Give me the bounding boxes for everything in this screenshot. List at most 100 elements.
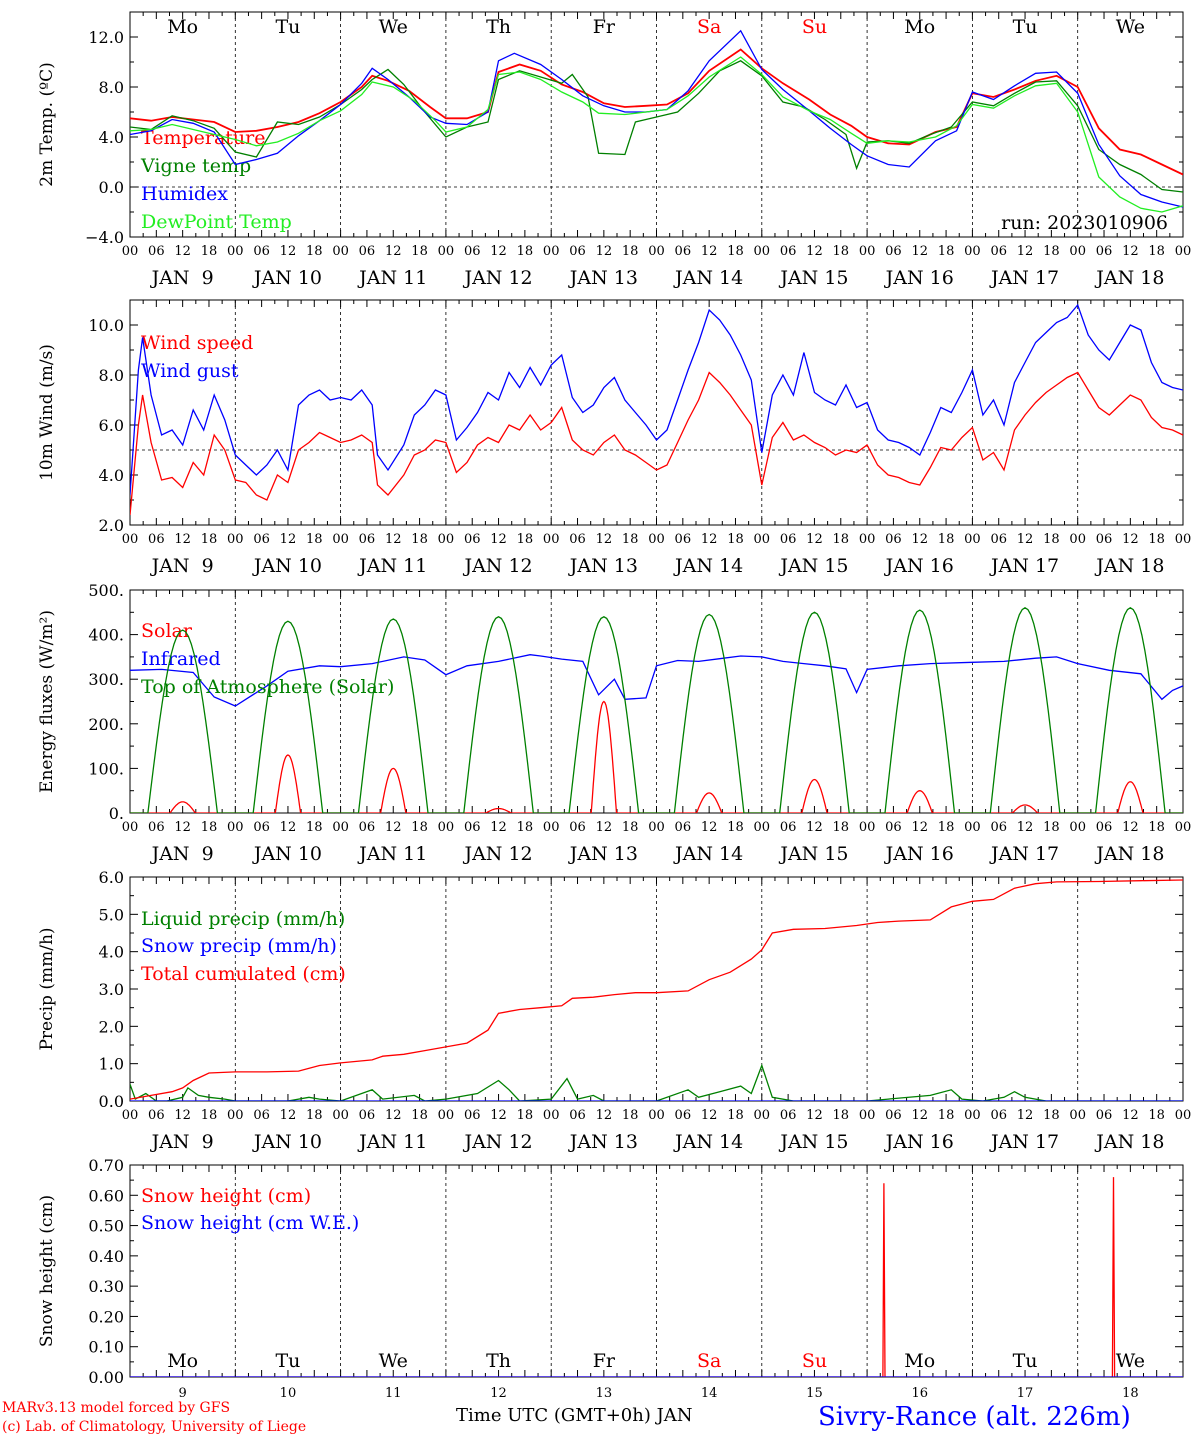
hour-tick-label: 12 — [174, 1108, 191, 1123]
y-tick-label: 0. — [109, 804, 124, 823]
hour-tick-label: 12 — [490, 820, 507, 835]
hour-tick-label: 00 — [227, 1108, 244, 1123]
date-label: JAN 13 — [568, 555, 638, 577]
y-tick-label: 3.0 — [99, 980, 124, 999]
hour-tick-label: 00 — [859, 1108, 876, 1123]
y-tick-label: 300. — [88, 670, 124, 689]
y-tick-label: 4.0 — [99, 128, 124, 147]
date-label: JAN 15 — [778, 1131, 848, 1153]
y-tick-label: 8.0 — [99, 366, 124, 385]
hour-tick-label: 06 — [359, 532, 376, 547]
hour-tick-label: 06 — [780, 244, 797, 259]
hour-tick-label: 12 — [385, 1108, 402, 1123]
hour-tick-label: 06 — [780, 820, 797, 835]
y-tick-label: 4.0 — [99, 943, 124, 962]
weekday-label: We — [379, 16, 408, 38]
hour-tick-label: 18 — [938, 820, 955, 835]
hour-tick-label: 06 — [253, 820, 270, 835]
y-axis-label: Snow height (cm) — [37, 1195, 57, 1347]
run-label: run: 2023010906 — [1001, 212, 1168, 234]
hour-tick-label: 00 — [859, 820, 876, 835]
hour-tick-label: 18 — [201, 532, 218, 547]
hour-tick-label: 18 — [833, 820, 850, 835]
hour-tick-label: 00 — [964, 244, 981, 259]
hour-tick-label: 00 — [754, 244, 771, 259]
hour-tick-label: 18 — [622, 820, 639, 835]
weekday-label: Su — [802, 16, 827, 38]
snow-series-line — [130, 1177, 1183, 1377]
day-number-label: 15 — [806, 1386, 823, 1400]
date-label: JAN 9 — [150, 267, 214, 289]
hour-tick-label: 06 — [675, 1108, 692, 1123]
date-label: JAN 9 — [150, 1131, 214, 1153]
hour-tick-label: 00 — [964, 532, 981, 547]
hour-tick-label: 12 — [385, 532, 402, 547]
y-axis-label: Energy fluxes (W/m²) — [37, 610, 57, 793]
y-tick-label: 1.0 — [99, 1055, 124, 1074]
hour-tick-label: 18 — [201, 820, 218, 835]
hour-tick-label: 00 — [648, 244, 665, 259]
date-label: JAN 18 — [1094, 267, 1164, 289]
hour-tick-label: 18 — [517, 820, 534, 835]
weekday-label: We — [1116, 1350, 1145, 1372]
hour-tick-label: 18 — [833, 532, 850, 547]
hour-tick-label: 18 — [1148, 244, 1165, 259]
hour-tick-label: 06 — [1096, 820, 1113, 835]
date-label: JAN 17 — [989, 555, 1059, 577]
hour-tick-label: 00 — [1175, 532, 1192, 547]
hour-tick-label: 18 — [1043, 244, 1060, 259]
weekday-label: Fr — [593, 1350, 616, 1372]
hour-tick-label: 00 — [122, 820, 139, 835]
hour-tick-label: 00 — [543, 532, 560, 547]
day-number-label: 14 — [701, 1386, 718, 1400]
day-number-label: 13 — [596, 1386, 613, 1400]
hour-tick-label: 12 — [174, 532, 191, 547]
date-label: JAN 9 — [150, 555, 214, 577]
date-label: JAN 14 — [673, 843, 743, 865]
hour-tick-label: 06 — [464, 820, 481, 835]
date-label: JAN 15 — [778, 267, 848, 289]
hour-tick-label: 18 — [306, 1108, 323, 1123]
energy-panel: 0. 100. 200. 300. 400. 500. Energy fluxes (W/m… — [37, 581, 1191, 865]
hour-tick-label: 00 — [438, 820, 455, 835]
date-label: JAN 10 — [252, 555, 322, 577]
legend-entry: Liquid precip (mm/h) — [141, 908, 345, 930]
hour-tick-label: 06 — [675, 532, 692, 547]
hour-tick-label: 00 — [332, 1108, 349, 1123]
legend-entry: Solar — [141, 620, 193, 642]
weekday-label: Tu — [1013, 16, 1038, 38]
hour-tick-label: 00 — [332, 244, 349, 259]
hour-tick-label: 18 — [201, 1108, 218, 1123]
hour-tick-label: 00 — [754, 1108, 771, 1123]
hour-tick-label: 00 — [543, 244, 560, 259]
y-tick-label: 0.60 — [88, 1186, 124, 1205]
hour-tick-label: 12 — [806, 532, 823, 547]
hour-tick-label: 06 — [885, 532, 902, 547]
temp-series-line — [130, 56, 1183, 213]
temp-series-line — [130, 60, 1183, 193]
date-label: JAN 15 — [778, 843, 848, 865]
hour-tick-label: 06 — [464, 244, 481, 259]
hour-tick-label: 12 — [385, 820, 402, 835]
hour-tick-label: 18 — [727, 1108, 744, 1123]
hour-tick-label: 06 — [990, 1108, 1007, 1123]
hour-tick-label: 18 — [727, 532, 744, 547]
hour-tick-label: 18 — [306, 244, 323, 259]
hour-tick-label: 00 — [648, 1108, 665, 1123]
y-tick-label: 200. — [88, 715, 124, 734]
precip-series-line — [130, 879, 1183, 1100]
hour-tick-label: 00 — [754, 532, 771, 547]
wind-series-line — [130, 303, 1183, 496]
y-tick-label: 0.20 — [88, 1307, 124, 1326]
temp-series-line — [130, 29, 1183, 208]
hour-tick-label: 12 — [596, 244, 613, 259]
hour-tick-label: 12 — [701, 532, 718, 547]
weekday-label: Th — [486, 16, 511, 38]
hour-tick-label: 18 — [1043, 532, 1060, 547]
hour-tick-label: 00 — [754, 820, 771, 835]
hour-tick-label: 12 — [1017, 1108, 1034, 1123]
date-label: JAN 16 — [884, 843, 954, 865]
y-tick-label: 0.70 — [88, 1156, 124, 1175]
hour-tick-label: 06 — [569, 244, 586, 259]
hour-tick-label: 06 — [359, 1108, 376, 1123]
